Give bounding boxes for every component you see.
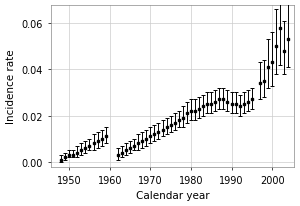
X-axis label: Calendar year: Calendar year [136, 191, 209, 200]
Y-axis label: Incidence rate: Incidence rate [6, 49, 16, 123]
